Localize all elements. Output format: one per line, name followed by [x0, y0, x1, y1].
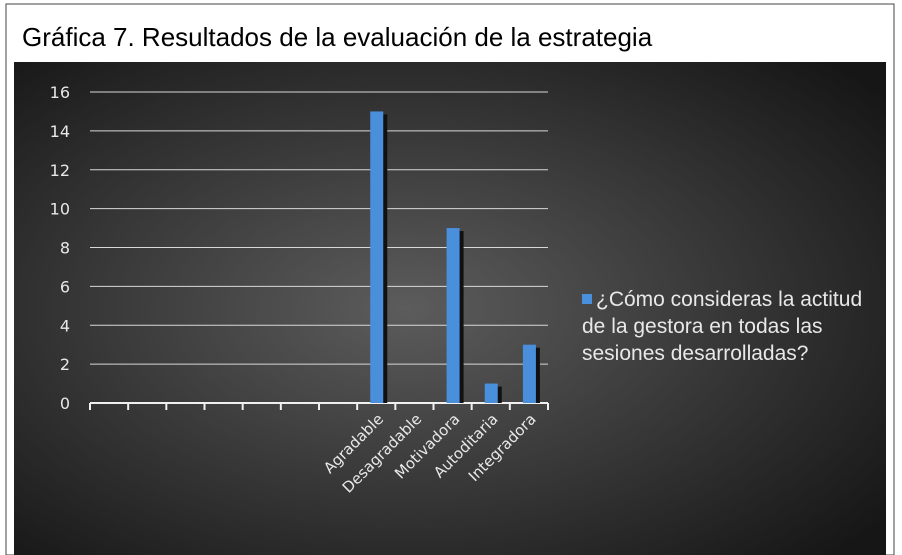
- legend-swatch: [582, 294, 592, 304]
- legend: ¿Cómo consideras la actitud de la gestor…: [582, 286, 872, 367]
- bar: [522, 344, 536, 403]
- y-tick-label: 2: [60, 355, 70, 374]
- bar: [484, 383, 498, 403]
- bar: [370, 111, 384, 403]
- y-tick-label: 10: [50, 200, 70, 219]
- y-tick-label: 0: [60, 394, 70, 413]
- chart-title: Gráfica 7. Resultados de la evaluación d…: [22, 22, 653, 52]
- y-tick-label: 8: [60, 239, 70, 258]
- y-tick-label: 12: [50, 161, 70, 180]
- y-tick-label: 6: [60, 277, 70, 296]
- y-tick-label: 16: [50, 83, 70, 102]
- legend-item: ¿Cómo consideras la actitud de la gestor…: [582, 286, 872, 367]
- y-tick-label: 4: [60, 316, 70, 335]
- y-tick-label: 14: [50, 122, 70, 141]
- legend-label: ¿Cómo consideras la actitud de la gestor…: [582, 288, 863, 365]
- bar: [446, 228, 460, 403]
